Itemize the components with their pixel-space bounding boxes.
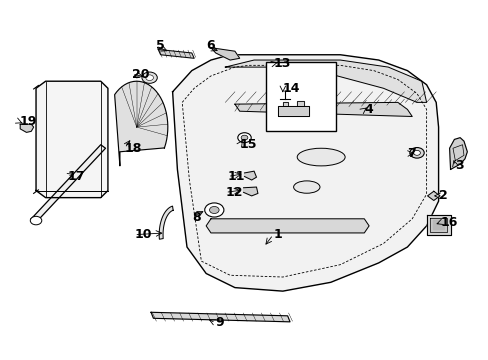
Polygon shape	[159, 206, 173, 239]
Polygon shape	[206, 219, 368, 233]
Polygon shape	[427, 191, 439, 201]
Text: 20: 20	[132, 68, 149, 81]
Text: 12: 12	[225, 186, 243, 199]
Text: 9: 9	[215, 316, 224, 329]
Text: 3: 3	[454, 159, 463, 172]
Circle shape	[145, 75, 153, 81]
Polygon shape	[31, 145, 105, 222]
Polygon shape	[20, 124, 34, 132]
Polygon shape	[429, 218, 447, 232]
Ellipse shape	[297, 148, 345, 166]
Text: 14: 14	[282, 82, 300, 95]
Text: 7: 7	[407, 147, 415, 160]
Polygon shape	[36, 81, 108, 198]
Polygon shape	[432, 220, 444, 229]
Polygon shape	[448, 138, 467, 170]
Text: 6: 6	[206, 40, 214, 53]
Text: 18: 18	[124, 142, 142, 155]
Polygon shape	[278, 106, 308, 117]
Circle shape	[413, 150, 420, 155]
Polygon shape	[282, 102, 287, 106]
Text: 5: 5	[156, 40, 164, 53]
Circle shape	[209, 207, 219, 213]
Polygon shape	[297, 100, 304, 106]
Bar	[265, 62, 335, 131]
Polygon shape	[234, 102, 411, 117]
Polygon shape	[243, 187, 257, 196]
Ellipse shape	[293, 181, 319, 193]
Circle shape	[204, 203, 224, 217]
Text: 17: 17	[67, 170, 84, 183]
Polygon shape	[158, 49, 194, 58]
Polygon shape	[426, 215, 449, 235]
Polygon shape	[225, 60, 426, 102]
Circle shape	[237, 133, 251, 143]
Polygon shape	[244, 171, 256, 180]
Circle shape	[30, 216, 41, 225]
Text: 4: 4	[364, 103, 372, 116]
Text: 15: 15	[239, 138, 257, 151]
Text: 11: 11	[227, 170, 244, 183]
Polygon shape	[114, 81, 167, 166]
Polygon shape	[151, 312, 289, 322]
Text: 2: 2	[438, 189, 447, 202]
Circle shape	[409, 148, 424, 158]
Circle shape	[241, 135, 247, 140]
Polygon shape	[210, 48, 239, 60]
Text: 16: 16	[440, 216, 457, 229]
Text: 19: 19	[19, 115, 37, 128]
Polygon shape	[172, 55, 438, 291]
Text: 1: 1	[273, 228, 282, 241]
Circle shape	[142, 72, 157, 83]
Text: 8: 8	[191, 211, 200, 224]
Text: 13: 13	[273, 57, 290, 70]
Text: 10: 10	[134, 228, 151, 241]
